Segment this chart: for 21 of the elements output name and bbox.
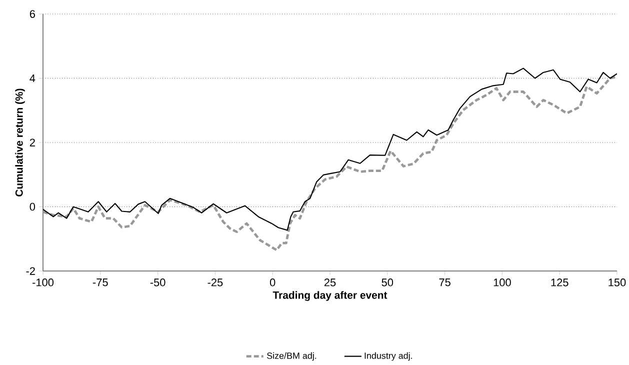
y-tick-label: 0 — [30, 202, 36, 211]
y-axis-title: Cumulative return (%) — [15, 88, 25, 196]
x-tick-label: -50 — [150, 278, 166, 286]
x-tick-label: -100 — [32, 278, 54, 286]
x-tick-label: 75 — [439, 278, 450, 286]
y-tick-label: 4 — [30, 74, 36, 82]
x-tick-label: 50 — [382, 278, 394, 286]
y-tick-label: -2 — [26, 267, 35, 275]
line-series — [43, 75, 618, 252]
legend-label: Size/BM adj. — [266, 352, 316, 361]
x-tick-label: 150 — [608, 278, 626, 286]
legend-label: Industry adj. — [364, 352, 412, 361]
x-tick-label: 125 — [551, 278, 568, 286]
y-tick-label: 6 — [30, 10, 35, 18]
x-tick-label: -75 — [92, 278, 108, 286]
x-tick-label: 0 — [270, 278, 276, 286]
x-tick-label: 25 — [324, 278, 336, 286]
x-tick-label: -25 — [208, 278, 223, 286]
x-axis-title: Trading day after event — [272, 291, 388, 301]
y-tick-label: 2 — [30, 138, 35, 146]
x-tick-label: 100 — [494, 278, 511, 286]
